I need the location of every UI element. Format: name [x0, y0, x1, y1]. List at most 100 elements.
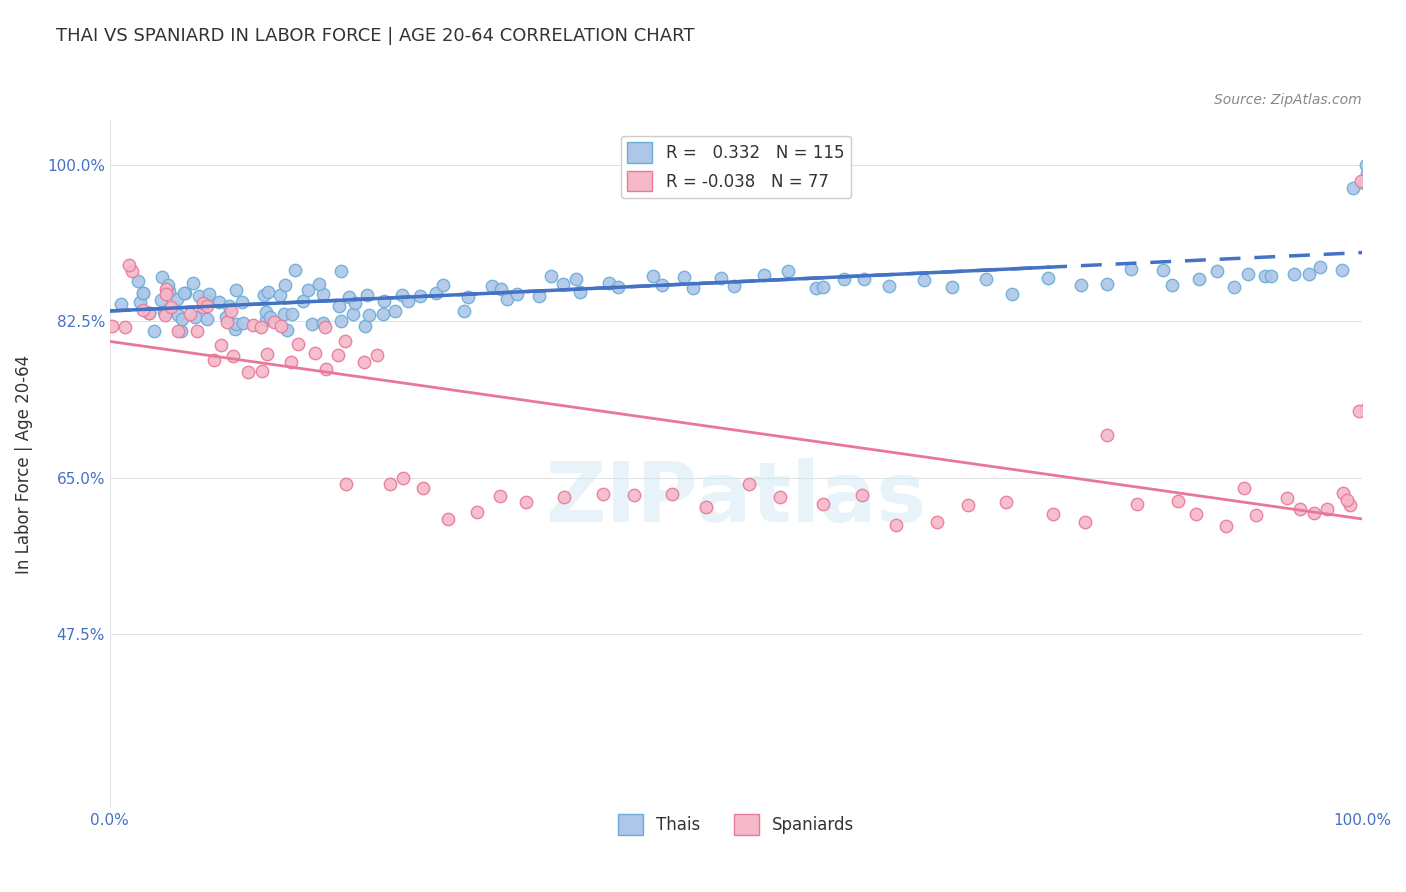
Point	[398, 294, 420, 309]
Point	[1152, 263, 1174, 277]
Point	[457, 290, 479, 304]
Point	[752, 268, 775, 283]
Point	[218, 300, 240, 314]
Point	[1119, 261, 1142, 276]
Point	[152, 269, 174, 284]
Point	[432, 277, 454, 292]
Point	[256, 285, 278, 299]
Point	[811, 497, 834, 511]
Point	[1354, 401, 1376, 416]
Point	[1205, 264, 1227, 278]
Point	[138, 306, 160, 320]
Point	[242, 318, 264, 333]
Point	[1036, 271, 1059, 285]
Point	[225, 283, 247, 297]
Point	[193, 296, 215, 310]
Point	[155, 308, 177, 322]
Point	[641, 268, 664, 283]
Point	[506, 286, 529, 301]
Point	[132, 286, 155, 301]
Point	[143, 325, 166, 339]
Point	[281, 307, 304, 321]
Point	[301, 317, 323, 331]
Point	[1095, 277, 1118, 291]
Point	[481, 278, 503, 293]
Point	[225, 317, 247, 331]
Point	[274, 277, 297, 292]
Point	[1188, 272, 1211, 286]
Point	[253, 288, 276, 302]
Point	[284, 263, 307, 277]
Point	[569, 285, 592, 300]
Point	[592, 487, 614, 501]
Point	[308, 277, 330, 291]
Point	[110, 296, 132, 310]
Point	[215, 315, 238, 329]
Point	[150, 293, 173, 307]
Point	[607, 280, 630, 294]
Point	[1095, 427, 1118, 442]
Point	[312, 316, 335, 330]
Point	[1355, 166, 1378, 180]
Point	[412, 481, 434, 495]
Point	[392, 471, 415, 485]
Point	[114, 320, 136, 334]
Point	[208, 294, 231, 309]
Point	[491, 282, 513, 296]
Point	[197, 294, 219, 309]
Point	[202, 353, 225, 368]
Point	[1215, 519, 1237, 533]
Point	[553, 277, 575, 292]
Point	[1348, 404, 1371, 418]
Point	[695, 500, 717, 514]
Point	[1302, 506, 1324, 520]
Point	[276, 322, 298, 336]
Point	[357, 308, 380, 322]
Point	[1331, 486, 1354, 500]
Point	[453, 304, 475, 318]
Point	[304, 346, 326, 360]
Point	[291, 293, 314, 308]
Point	[118, 258, 141, 272]
Point	[215, 310, 238, 324]
Point	[515, 494, 537, 508]
Point	[1350, 174, 1372, 188]
Point	[437, 512, 460, 526]
Point	[329, 264, 352, 278]
Point	[553, 490, 575, 504]
Point	[353, 355, 375, 369]
Point	[121, 264, 143, 278]
Point	[315, 361, 337, 376]
Point	[167, 308, 190, 322]
Point	[1343, 180, 1365, 194]
Point	[1298, 267, 1320, 281]
Point	[153, 305, 176, 319]
Point	[884, 517, 907, 532]
Point	[851, 488, 873, 502]
Legend: Thais, Spaniards: Thais, Spaniards	[612, 808, 860, 841]
Point	[256, 347, 278, 361]
Point	[540, 268, 562, 283]
Point	[1070, 277, 1092, 292]
Point	[270, 318, 292, 333]
Point	[224, 322, 246, 336]
Text: ZIPatlas: ZIPatlas	[546, 458, 927, 540]
Point	[391, 288, 413, 302]
Point	[174, 285, 197, 300]
Point	[804, 281, 827, 295]
Point	[1042, 507, 1064, 521]
Point	[155, 305, 177, 319]
Point	[1254, 268, 1277, 283]
Point	[173, 285, 195, 300]
Point	[994, 495, 1017, 509]
Point	[166, 292, 188, 306]
Point	[1222, 280, 1244, 294]
Point	[259, 310, 281, 324]
Point	[927, 515, 949, 529]
Point	[252, 364, 274, 378]
Point	[170, 324, 193, 338]
Point	[187, 289, 209, 303]
Point	[138, 305, 160, 319]
Point	[1001, 287, 1024, 301]
Point	[565, 272, 588, 286]
